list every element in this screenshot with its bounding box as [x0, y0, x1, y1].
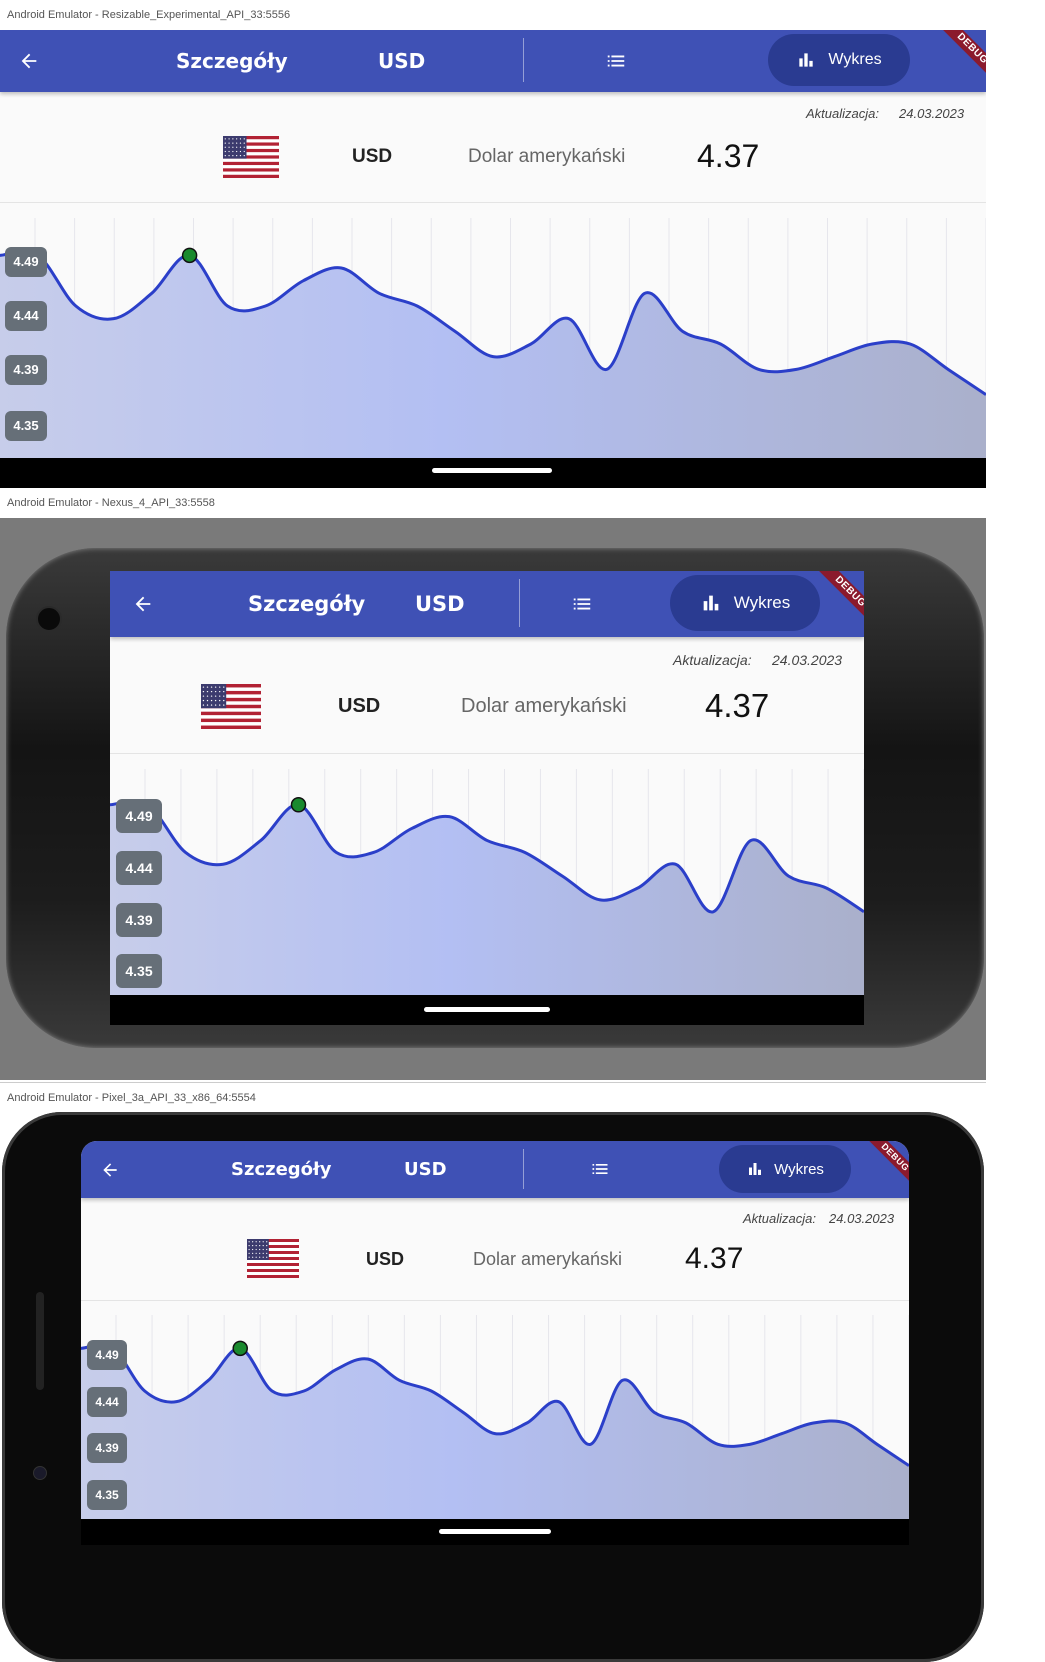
update-date: 24.03.2023 — [829, 1211, 895, 1226]
separator — [81, 1300, 909, 1301]
y-axis-label: 4.39 — [5, 355, 47, 385]
update-date: 24.03.2023 — [899, 106, 965, 121]
update-label: Aktualizacja: — [743, 1211, 816, 1226]
chart-svg — [81, 1315, 909, 1519]
y-axis-label: 4.49 — [116, 799, 162, 833]
separator — [0, 202, 986, 203]
list-button[interactable] — [581, 1153, 619, 1185]
separator — [110, 753, 864, 754]
page-title: Szczegóły — [176, 49, 288, 73]
currency-code: USD — [366, 1249, 405, 1269]
navigation-bar — [0, 458, 986, 488]
appbar-divider — [523, 1149, 524, 1189]
chart-button[interactable]: Wykres — [768, 34, 910, 86]
navigation-bar — [110, 995, 864, 1025]
chart-series-line — [0, 250, 986, 396]
chart-button-label: Wykres — [774, 1160, 824, 1178]
chart-button-label: Wykres — [828, 51, 882, 68]
appbar-currency-code: USD — [404, 1159, 447, 1180]
emulator-window-title: Android Emulator - Resizable_Experimenta… — [0, 0, 1045, 30]
app-bar: Szczegóły USD Wykres — [110, 571, 864, 637]
list-button[interactable] — [596, 44, 636, 78]
page-title: Szczegóły — [231, 1159, 332, 1180]
currency-code: USD — [352, 146, 393, 167]
appbar-divider — [523, 38, 524, 82]
y-axis-label: 4.44 — [116, 851, 162, 885]
currency-name: Dolar amerykański — [468, 146, 626, 167]
list-icon — [592, 1164, 608, 1174]
gesture-handle[interactable] — [424, 1007, 550, 1012]
back-button[interactable] — [126, 587, 160, 621]
bar-chart-icon — [703, 595, 719, 611]
camera-icon — [36, 606, 62, 632]
navigation-bar — [81, 1519, 909, 1545]
y-axis-label: 4.35 — [116, 954, 162, 988]
update-label: Aktualizacja: — [673, 652, 752, 668]
chart-svg — [0, 218, 986, 458]
update-date: 24.03.2023 — [772, 652, 843, 668]
arrow-left-icon — [21, 53, 37, 69]
y-axis-label: 4.35 — [5, 411, 47, 441]
chart-button[interactable]: Wykres — [670, 575, 820, 631]
currency-name: Dolar amerykański — [473, 1249, 623, 1269]
emulator-window-title: Android Emulator - Pixel_3a_API_33_x86_6… — [0, 1082, 986, 1112]
currency-code: USD — [338, 695, 381, 717]
bar-chart-icon — [799, 53, 814, 67]
arrow-left-icon — [135, 596, 151, 612]
chart-svg — [110, 769, 864, 995]
chart-series-line — [81, 1343, 909, 1467]
chart-highlight-point — [232, 1340, 248, 1357]
update-label: Aktualizacja: — [806, 106, 879, 121]
chart-series-line — [110, 799, 864, 914]
y-axis-label: 4.35 — [87, 1480, 127, 1510]
page-title: Szczegóły — [248, 592, 366, 616]
appbar-currency-code: USD — [378, 49, 426, 73]
y-axis-label: 4.39 — [116, 903, 162, 937]
back-button[interactable] — [12, 44, 46, 78]
gesture-handle[interactable] — [439, 1529, 551, 1534]
y-axis-label: 4.49 — [87, 1340, 127, 1370]
app-screen: Szczegóły USD Wykres DEBUG Aktualizacja:… — [81, 1141, 909, 1545]
bar-chart-icon — [749, 1163, 762, 1175]
y-axis-label: 4.39 — [87, 1433, 127, 1463]
rate-chart[interactable] — [110, 761, 864, 995]
currency-rate: 4.37 — [705, 687, 770, 724]
currency-rate: 4.37 — [697, 138, 760, 174]
chart-button-label: Wykres — [733, 593, 791, 612]
arrow-left-icon — [103, 1163, 117, 1177]
app-screen: Szczegóły USD Wykres DEBUG Aktualizacja:… — [0, 30, 986, 488]
camera-icon — [33, 1466, 47, 1480]
back-button[interactable] — [93, 1153, 127, 1187]
list-icon — [607, 55, 625, 67]
us-flag-icon — [247, 1239, 299, 1279]
gesture-handle[interactable] — [432, 468, 552, 473]
y-axis-label: 4.49 — [5, 247, 47, 277]
rate-chart[interactable] — [0, 210, 986, 458]
appbar-currency-code: USD — [415, 592, 465, 616]
us-flag-icon — [201, 684, 261, 730]
currency-name: Dolar amerykański — [461, 695, 627, 717]
rate-chart[interactable] — [81, 1307, 909, 1519]
phone-side-detail — [36, 1292, 44, 1390]
app-bar: Szczegóły USD Wykres — [0, 30, 986, 92]
y-axis-label: 4.44 — [5, 301, 47, 331]
currency-rate: 4.37 — [685, 1242, 744, 1275]
app-bar: Szczegóły USD Wykres — [81, 1141, 909, 1198]
chart-area — [0, 251, 986, 458]
appbar-divider — [519, 579, 520, 627]
app-screen: Szczegóły USD Wykres DEBUG Aktualizacja:… — [110, 571, 864, 1025]
list-icon — [573, 598, 591, 610]
emulator-window-title: Android Emulator - Nexus_4_API_33:5558 — [0, 488, 1045, 518]
chart-area — [110, 801, 864, 995]
chart-highlight-point — [290, 797, 307, 813]
chart-highlight-point — [181, 247, 198, 264]
chart-button[interactable]: Wykres — [719, 1145, 851, 1193]
list-button[interactable] — [562, 587, 602, 621]
chart-area — [81, 1345, 909, 1519]
y-axis-label: 4.44 — [87, 1387, 127, 1417]
us-flag-icon — [223, 136, 279, 179]
